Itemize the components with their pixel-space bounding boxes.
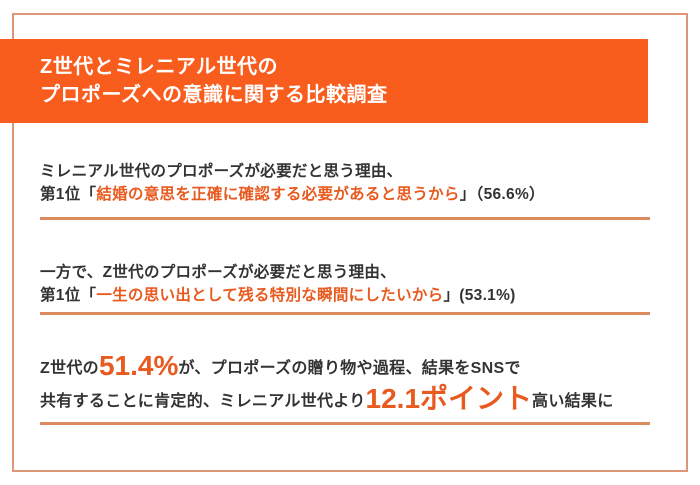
highlighted-answer: 結婚の意思を正確に確認する必要があると思うから: [96, 186, 460, 203]
finding-intro: ミレニアル世代のプロポーズが必要だと思う理由、: [40, 160, 650, 183]
finding-intro-text: 一方で、Z世代のプロポーズが必要だと思う理由、: [40, 264, 396, 281]
rank-prefix: 第1位「: [40, 287, 97, 304]
line1-suffix: が、プロポーズの贈り物や過程、結果をSNSで: [178, 360, 521, 377]
finding-intro: 一方で、Z世代のプロポーズが必要だと思う理由、: [40, 261, 650, 284]
rank-suffix: 」（56.6%）: [459, 186, 545, 203]
finding-millennial-reason: ミレニアル世代のプロポーズが必要だと思う理由、 第1位「結婚の意思を正確に確認す…: [40, 160, 650, 220]
highlighted-answer: 一生の思い出として残る特別な瞬間にしたいから: [96, 287, 444, 304]
finding-sns-sharing: Z世代の51.4%が、プロポーズの贈り物や過程、結果をSNSで 共有することに肯…: [40, 352, 650, 425]
title-line-1: Z世代とミレニアル世代の: [40, 56, 279, 78]
line2-prefix: 共有することに肯定的、ミレニアル世代より: [40, 393, 366, 410]
big-percentage: 51.4%: [98, 350, 179, 381]
big-point-diff: 12.1ポイント: [365, 383, 533, 414]
title-line-2: プロポーズへの意識に関する比較調査: [40, 84, 388, 106]
line2-suffix: 高い結果に: [532, 393, 614, 410]
finding-rank-line: 第1位「結婚の意思を正確に確認する必要があると思うから」（56.6%）: [40, 183, 650, 206]
finding-intro-text: ミレニアル世代のプロポーズが必要だと思う理由、: [40, 163, 403, 180]
finding-rank-line: 第1位「一生の思い出として残る特別な瞬間にしたいから」(53.1%): [40, 284, 650, 307]
finding-line-2: 共有することに肯定的、ミレニアル世代より12.1ポイント高い結果に: [40, 385, 650, 418]
finding-line-1: Z世代の51.4%が、プロポーズの贈り物や過程、結果をSNSで: [40, 352, 650, 385]
line1-prefix: Z世代の: [40, 360, 99, 377]
title-banner: Z世代とミレニアル世代の プロポーズへの意識に関する比較調査: [0, 39, 648, 123]
finding-genz-reason: 一方で、Z世代のプロポーズが必要だと思う理由、 第1位「一生の思い出として残る特…: [40, 261, 650, 315]
rank-prefix: 第1位「: [40, 186, 97, 203]
rank-suffix: 」(53.1%): [443, 287, 516, 304]
border-frame: [12, 13, 688, 472]
